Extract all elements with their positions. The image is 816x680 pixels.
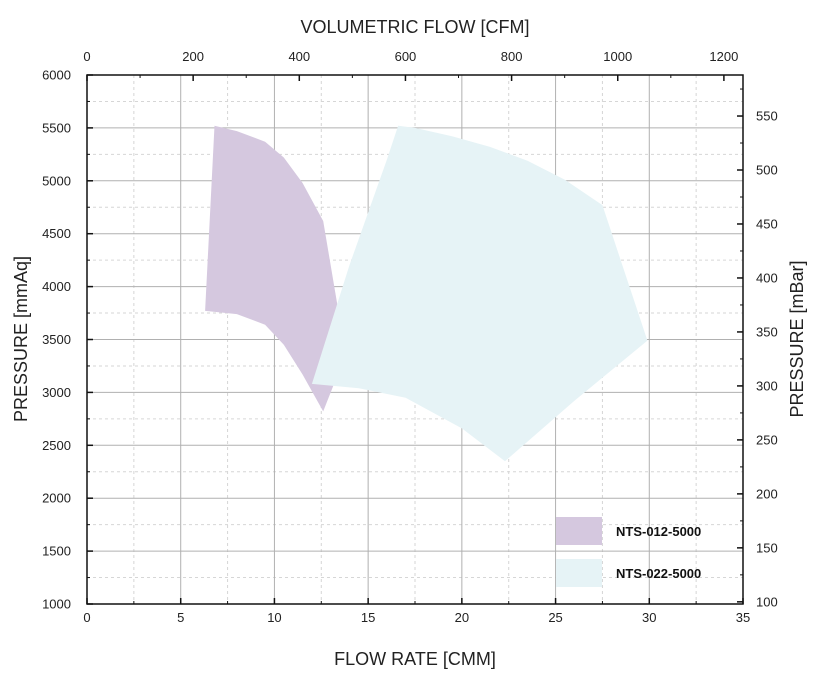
y-tick-label: 3500 <box>42 332 71 347</box>
legend-label-1: NTS-012-5000 <box>616 524 701 539</box>
axis-ticks: 0 5 10 15 20 25 30 3510001500200025003000350040… <box>42 49 778 625</box>
x2-tick-label: 1000 <box>603 49 632 64</box>
series-areas <box>205 125 648 462</box>
y2-tick-label: 500 <box>756 163 778 178</box>
x-tick-label: 35 <box>736 610 750 625</box>
x-tick-label: 25 <box>548 610 562 625</box>
y2-tick-label: 450 <box>756 216 778 231</box>
y-tick-label: 5000 <box>42 173 71 188</box>
y-tick-label: 4500 <box>42 226 71 241</box>
y2-tick-label: 300 <box>756 378 778 393</box>
y-tick-label: 5500 <box>42 120 71 135</box>
x-tick-label: 0 <box>83 610 90 625</box>
y2-tick-label: 250 <box>756 432 778 447</box>
y2-tick-label: 400 <box>756 270 778 285</box>
series-area-1 <box>205 125 346 412</box>
y-tick-label: 1000 <box>42 597 71 612</box>
series-area-2 <box>311 125 648 462</box>
x2-tick-label: 0 <box>83 49 90 64</box>
y2-tick-label: 350 <box>756 324 778 339</box>
y2-tick-label: 200 <box>756 486 778 501</box>
x-tick-label: 10 <box>267 610 281 625</box>
x-tick-label: 30 <box>642 610 656 625</box>
x2-tick-label: 600 <box>395 49 417 64</box>
y-tick-label: 4000 <box>42 279 71 294</box>
y-axis-title: PRESSURE [mmAq] <box>11 256 31 422</box>
x-tick-label: 20 <box>455 610 469 625</box>
y2-tick-label: 150 <box>756 540 778 555</box>
x-tick-label: 5 <box>177 610 184 625</box>
legend-swatch-2 <box>556 559 602 587</box>
y-tick-label: 1500 <box>42 544 71 559</box>
legend: NTS-012-5000 NTS-022-5000 <box>556 517 701 587</box>
x-axis-title: FLOW RATE [CMM] <box>334 649 496 669</box>
y2-tick-label: 100 <box>756 594 778 609</box>
y-tick-label: 3000 <box>42 385 71 400</box>
legend-label-2: NTS-022-5000 <box>616 566 701 581</box>
x2-axis-title: VOLUMETRIC FLOW [CFM] <box>301 17 530 37</box>
x2-tick-label: 1200 <box>709 49 738 64</box>
legend-swatch-1 <box>556 517 602 545</box>
x2-tick-label: 800 <box>501 49 523 64</box>
x-tick-label: 15 <box>361 610 375 625</box>
y2-tick-label: 550 <box>756 109 778 124</box>
x2-tick-label: 200 <box>182 49 204 64</box>
y2-axis-title: PRESSURE [mBar] <box>787 260 807 417</box>
y-tick-label: 2000 <box>42 491 71 506</box>
y-tick-label: 6000 <box>42 68 71 83</box>
x2-tick-label: 400 <box>288 49 310 64</box>
y-tick-label: 2500 <box>42 438 71 453</box>
